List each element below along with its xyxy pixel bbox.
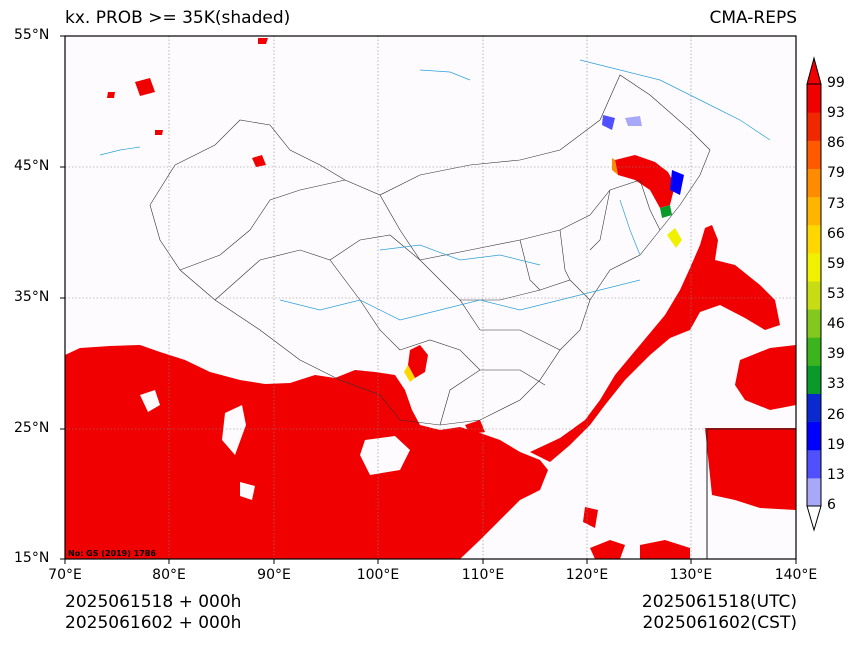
colorbar-tick-label: 79 bbox=[827, 165, 845, 182]
lat-label-45: 45°N bbox=[14, 158, 50, 174]
high-probability-region-coast bbox=[530, 225, 780, 462]
colorbar-tick-label: 6 bbox=[827, 497, 836, 513]
lon-label-90: 90°E bbox=[257, 567, 291, 583]
colorbar-swatch bbox=[807, 309, 821, 338]
colorbar-swatch bbox=[807, 365, 821, 394]
valid-time-cst: 2025061602(CST) bbox=[642, 613, 797, 633]
colorbar-tick-label: 26 bbox=[827, 406, 845, 423]
lon-label-130: 130°E bbox=[669, 567, 713, 583]
colorbar-min-arrow bbox=[806, 505, 822, 532]
map-review-number: No: GS (2019) 1786 bbox=[68, 549, 156, 558]
province-boundaries bbox=[149, 74, 711, 426]
colorbar-swatch bbox=[807, 449, 821, 479]
high-probability-region-south bbox=[65, 345, 548, 559]
colorbar-tick-label: 19 bbox=[827, 436, 845, 453]
colorbar-swatch bbox=[807, 196, 821, 226]
colorbar-max-arrow bbox=[806, 56, 822, 85]
colorbar-tick-label: 46 bbox=[827, 316, 845, 333]
lon-label-80: 80°E bbox=[152, 567, 186, 583]
colorbar-tick-label: 73 bbox=[827, 195, 845, 212]
valid-times: 2025061518(UTC) 2025061602(CST) bbox=[642, 592, 797, 634]
axis-ticks bbox=[60, 35, 797, 564]
colorbar-swatch bbox=[807, 252, 821, 282]
forecast-time-utc: 2025061518 + 000h bbox=[65, 592, 242, 612]
colorbar-outline bbox=[806, 83, 822, 507]
lon-label-140: 140°E bbox=[774, 567, 818, 583]
colorbar-swatch bbox=[807, 112, 821, 141]
lon-label-70: 70°E bbox=[48, 567, 82, 583]
sichuan-patch bbox=[408, 345, 428, 378]
lon-label-120: 120°E bbox=[565, 567, 609, 583]
colorbar-swatch bbox=[807, 280, 821, 310]
colorbar-swatch bbox=[807, 393, 821, 423]
colorbar-tick-label: 39 bbox=[827, 346, 845, 363]
colorbar-tick-label: 13 bbox=[827, 466, 845, 483]
rivers bbox=[99, 59, 771, 321]
colorbar-swatch bbox=[807, 224, 821, 254]
colorbar-swatch bbox=[807, 140, 821, 169]
map-title: kx. PROB >= 35K(shaded) bbox=[65, 8, 291, 28]
lat-label-55: 55°N bbox=[14, 27, 50, 43]
lat-label-35: 35°N bbox=[14, 289, 50, 305]
colorbar-tick-label: 66 bbox=[827, 225, 845, 242]
colorbar-swatch bbox=[807, 168, 821, 198]
lat-label-25: 25°N bbox=[14, 420, 50, 436]
lat-label-15: 15°N bbox=[14, 550, 50, 566]
graticule bbox=[65, 36, 796, 559]
colorbar-tick-label: 93 bbox=[827, 105, 845, 122]
colorbar-tick-label: 53 bbox=[827, 286, 845, 302]
colorbar-tick-label: 59 bbox=[827, 255, 845, 272]
colorbar-swatch bbox=[807, 477, 821, 507]
northeast-patch bbox=[615, 155, 675, 208]
colorbar-swatch bbox=[807, 84, 821, 113]
colorbar-tick-label: 33 bbox=[827, 376, 845, 393]
colorbar-tick-label: 99 bbox=[827, 75, 845, 91]
south-china-sea-inset bbox=[706, 428, 796, 559]
forecast-time-cst: 2025061602 + 000h bbox=[65, 613, 242, 633]
colorbar-swatch bbox=[807, 337, 821, 366]
lon-label-100: 100°E bbox=[356, 567, 400, 583]
lon-label-110: 110°E bbox=[461, 567, 505, 583]
colorbar-swatch bbox=[807, 421, 821, 451]
model-name: CMA-REPS bbox=[709, 8, 797, 28]
valid-time-utc: 2025061518(UTC) bbox=[641, 592, 797, 612]
colorbar-tick-label: 86 bbox=[827, 135, 845, 152]
colorbar bbox=[806, 56, 822, 532]
forecast-times: 2025061518 + 000h 2025061602 + 000h bbox=[65, 592, 241, 634]
